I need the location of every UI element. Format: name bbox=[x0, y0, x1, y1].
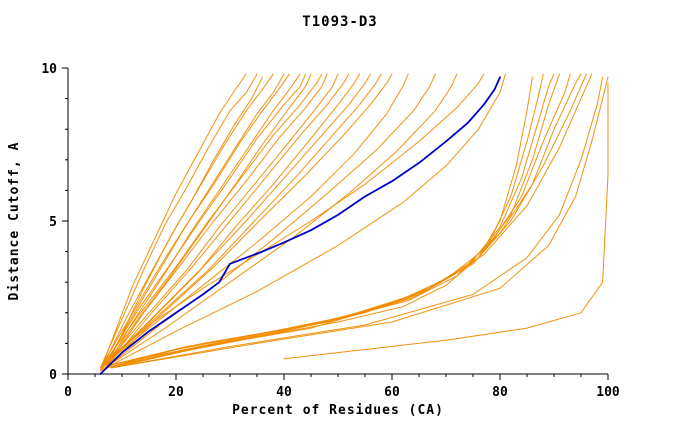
model-line bbox=[110, 76, 604, 369]
model-line bbox=[105, 73, 285, 366]
model-line bbox=[99, 73, 290, 369]
model-line bbox=[105, 73, 371, 366]
model-line bbox=[105, 73, 312, 366]
y-axis-label: Distance Cutoff, A bbox=[7, 142, 22, 301]
model-line bbox=[99, 73, 247, 372]
y-tick-label: 0 bbox=[49, 368, 57, 383]
axes: 0 20 40 60 80 100 0 5 10 bbox=[41, 62, 620, 400]
model-line bbox=[105, 73, 560, 369]
model-line bbox=[110, 73, 571, 366]
model-line bbox=[99, 73, 274, 372]
y-tick-label: 5 bbox=[49, 215, 57, 230]
model-line bbox=[99, 73, 458, 372]
model-line bbox=[105, 73, 350, 369]
model-line bbox=[110, 73, 587, 369]
model-line bbox=[99, 73, 409, 369]
x-tick-label: 20 bbox=[168, 385, 184, 400]
model-line bbox=[99, 73, 258, 369]
model-line bbox=[105, 73, 436, 369]
model-line bbox=[105, 73, 582, 369]
x-tick-label: 60 bbox=[384, 385, 400, 400]
x-tick-label: 100 bbox=[596, 385, 620, 400]
x-axis-label: Percent of Residues (CA) bbox=[232, 403, 444, 418]
model-line bbox=[99, 73, 485, 369]
model-line bbox=[283, 82, 609, 360]
model-line bbox=[99, 73, 382, 369]
x-tick-label: 40 bbox=[276, 385, 292, 400]
chart-title: T1093-D3 bbox=[302, 14, 377, 30]
model-line bbox=[99, 73, 323, 369]
model-line bbox=[105, 73, 393, 369]
x-tick-label: 0 bbox=[64, 385, 72, 400]
y-tick-label: 10 bbox=[41, 62, 57, 77]
x-tick-label: 80 bbox=[492, 385, 508, 400]
model-line bbox=[110, 76, 609, 369]
model-line bbox=[105, 73, 328, 369]
highlight-model-line bbox=[99, 76, 501, 375]
model-line bbox=[105, 73, 506, 369]
model-line bbox=[99, 73, 339, 372]
series-lines bbox=[99, 73, 609, 375]
model-line bbox=[105, 73, 301, 369]
model-line bbox=[110, 73, 593, 366]
model-line bbox=[99, 73, 307, 372]
